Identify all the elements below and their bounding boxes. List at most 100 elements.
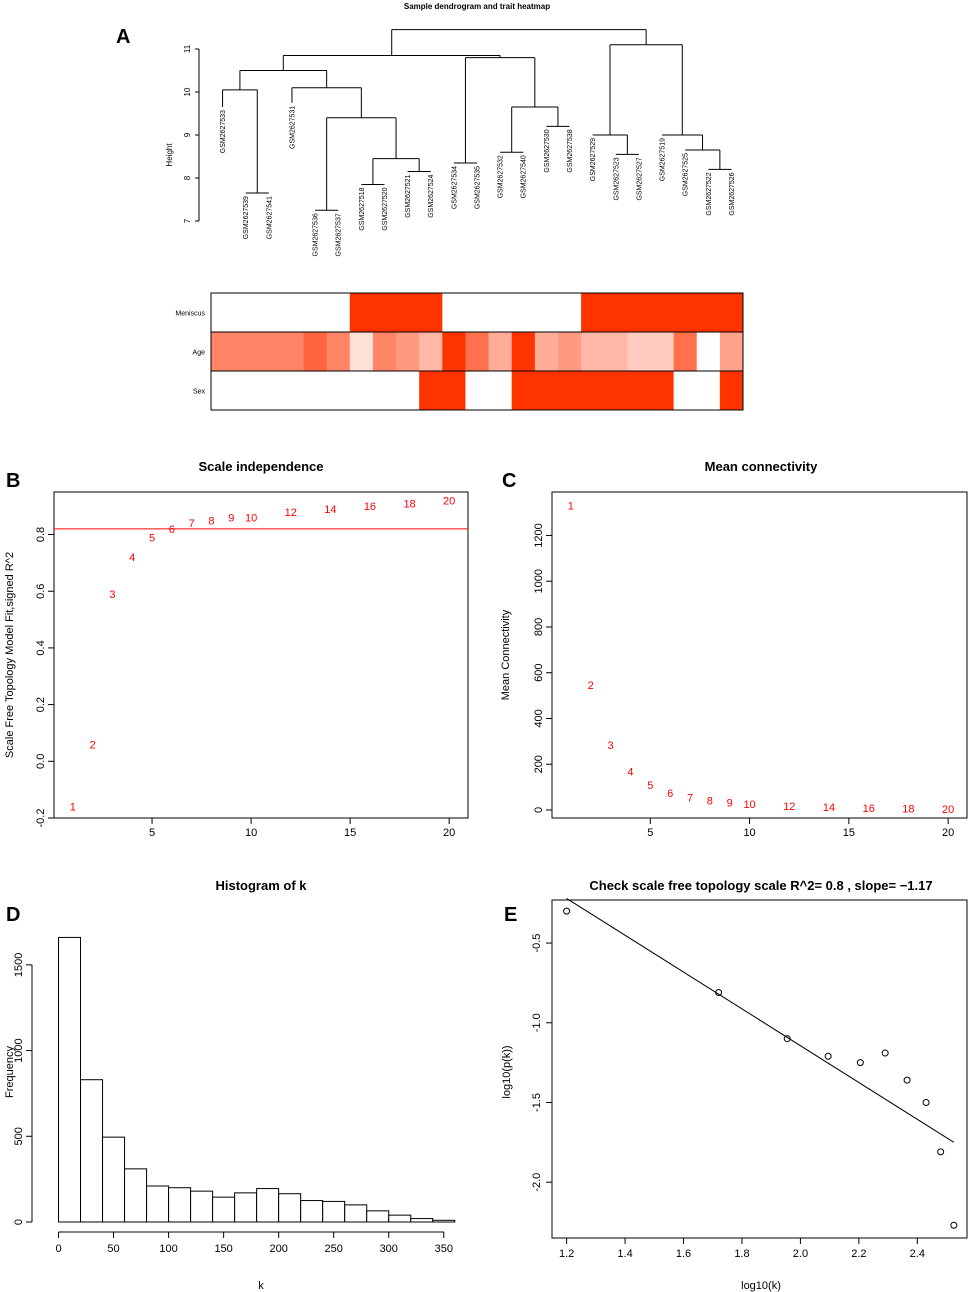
- heatmap-cell: [627, 332, 651, 371]
- histogram-bar: [410, 1218, 434, 1223]
- scale-free-x-tick-label: 2.4: [910, 1248, 925, 1260]
- histogram-bar: [102, 1136, 126, 1223]
- scale-free-point: [715, 988, 723, 996]
- heatmap-row-label: Sex: [193, 389, 206, 396]
- histogram-bar: [278, 1193, 302, 1223]
- mean-connectivity-y-tick-label: 0: [533, 807, 545, 813]
- dendrogram-leaf-label: GSM2627520: [382, 187, 389, 230]
- heatmap-cell: [234, 293, 258, 332]
- scale-free-point: [824, 1052, 832, 1060]
- heatmap-cell: [419, 293, 443, 332]
- scale-independence-point-label: 7: [189, 518, 195, 530]
- panel-letter-c: C: [502, 470, 516, 492]
- scale-free-point: [903, 1076, 911, 1084]
- heatmap-cell: [280, 371, 305, 410]
- mean-connectivity-point-label: 14: [823, 802, 835, 814]
- scale-free-topology-y-label: log10(p(k)): [501, 1045, 513, 1098]
- scale-independence-point-label: 6: [169, 524, 175, 536]
- scale-free-point: [783, 1035, 791, 1043]
- histogram-x-label: k: [258, 1280, 264, 1292]
- scale-free-point: [950, 1221, 958, 1229]
- scale-free-y-tick-label: -0.5: [531, 934, 543, 953]
- panel-letter-a: A: [116, 26, 130, 48]
- heatmap-cell: [372, 371, 397, 410]
- dendrogram-leaf-label: GSM2627531: [289, 106, 296, 149]
- dendrogram-leaf-label: GSM2627534: [451, 166, 458, 209]
- histogram-x-tick-label: 100: [159, 1243, 177, 1255]
- scale-free-x-tick-label: 2.0: [793, 1248, 808, 1260]
- histogram-title: Histogram of k: [215, 878, 307, 893]
- heatmap-cell: [442, 371, 466, 410]
- heatmap-cell: [465, 293, 490, 332]
- mean-connectivity-point-label: 10: [743, 799, 755, 811]
- scale-independence-point-label: 14: [324, 504, 336, 516]
- scale-free-x-tick-label: 2.2: [851, 1248, 866, 1260]
- histogram-bar: [212, 1196, 236, 1223]
- heatmap-cell: [673, 371, 698, 410]
- dendrogram-leaf-label: GSM2627525: [683, 153, 690, 196]
- heatmap-cell: [257, 371, 281, 410]
- heatmap-cell: [673, 293, 698, 332]
- heatmap-row-label: Age: [193, 350, 206, 357]
- scale-free-point: [937, 1148, 945, 1156]
- scale-independence-point-label: 5: [149, 532, 155, 544]
- dendrogram-title: Sample dendrogram and trait heatmap: [404, 2, 550, 11]
- heatmap-cell: [719, 371, 744, 410]
- histogram-bar: [58, 936, 82, 1223]
- scale-independence-point-label: 12: [285, 507, 297, 519]
- heatmap-cell: [534, 332, 559, 371]
- heatmap-row-label: Meniscus: [175, 311, 205, 318]
- panel-c: C Mean connectivity Mean Connectivity 5 1…: [500, 459, 968, 839]
- panel-letter-b: B: [6, 470, 20, 492]
- mean-connectivity-x-tick-label: 20: [942, 827, 954, 839]
- heatmap-cell: [465, 371, 490, 410]
- heatmap-cell: [488, 371, 513, 410]
- heatmap-cell: [488, 293, 513, 332]
- scale-free-x-tick-label: 1.4: [617, 1248, 632, 1260]
- mean-connectivity-point-label: 3: [608, 740, 614, 752]
- mean-connectivity-y-tick-label: 600: [533, 664, 545, 682]
- heatmap-cell: [465, 332, 490, 371]
- scale-independence-x-tick-label: 20: [443, 827, 455, 839]
- mean-connectivity-title: Mean connectivity: [705, 459, 818, 474]
- scale-independence-x-tick-label: 10: [245, 827, 257, 839]
- mean-connectivity-point-label: 7: [687, 792, 693, 804]
- heatmap-cell: [673, 332, 698, 371]
- heatmap-cell: [303, 371, 328, 410]
- histogram-bar: [322, 1200, 346, 1223]
- scale-independence-plot-frame: [53, 491, 469, 819]
- scale-independence-point-label: 16: [364, 501, 376, 513]
- mean-connectivity-point-label: 1: [568, 500, 574, 512]
- scale-independence-point-label: 18: [403, 498, 415, 510]
- heatmap-cell: [326, 293, 351, 332]
- dendrogram-leaf-label: GSM2627519: [660, 138, 667, 181]
- heatmap-cell: [488, 332, 513, 371]
- histogram-y-tick-label: 500: [13, 1127, 25, 1145]
- mean-connectivity-point-label: 16: [863, 803, 875, 815]
- heatmap-cell: [419, 332, 443, 371]
- mean-connectivity-point-label: 9: [727, 797, 733, 809]
- heatmap-cell: [719, 293, 744, 332]
- heatmap-cell: [396, 332, 420, 371]
- dendrogram-leaf-label: GSM2627538: [567, 129, 574, 172]
- histogram-x-tick-label: 200: [269, 1243, 287, 1255]
- scale-free-point: [856, 1059, 864, 1067]
- dendrogram-leaf-label: GSM2627522: [706, 172, 713, 215]
- mean-connectivity-y-tick-label: 200: [533, 755, 545, 773]
- heatmap-cell: [372, 293, 397, 332]
- scale-independence-point-label: 20: [443, 496, 455, 508]
- dendrogram-leaf-label: GSM2627537: [336, 213, 343, 256]
- histogram-x-tick-label: 50: [107, 1243, 119, 1255]
- heatmap-cell: [581, 332, 605, 371]
- heatmap-cell: [257, 332, 281, 371]
- heatmap-cell: [627, 293, 651, 332]
- mean-connectivity-y-tick-label: 800: [533, 618, 545, 636]
- heatmap-cell: [604, 293, 628, 332]
- heatmap-cell: [372, 332, 397, 371]
- heatmap-cell: [534, 371, 559, 410]
- scale-free-point: [922, 1098, 930, 1106]
- heatmap-cell: [349, 293, 374, 332]
- heatmap-cell: [326, 371, 351, 410]
- heatmap-cell: [719, 332, 744, 371]
